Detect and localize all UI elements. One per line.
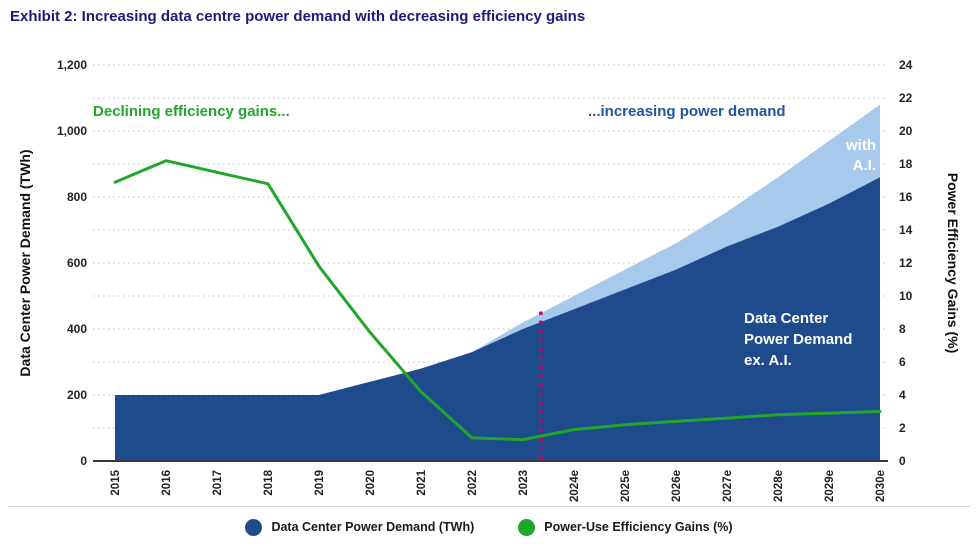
x-tick-label: 2015 xyxy=(110,469,122,495)
legend-marker-power-demand-icon xyxy=(245,518,263,536)
legend: Data Center Power Demand (TWh) Power-Use… xyxy=(0,512,978,542)
x-tick-label: 2016 xyxy=(161,470,173,496)
legend-label-efficiency: Power-Use Efficiency Gains (%) xyxy=(544,520,733,534)
y-right-tick-label: 18 xyxy=(899,157,913,171)
x-tick-label: 2020 xyxy=(365,470,377,496)
y-left-tick-label: 400 xyxy=(67,322,87,336)
legend-divider xyxy=(8,506,970,507)
x-tick-label: 2017 xyxy=(212,470,224,496)
x-tick-label: 2029e xyxy=(824,470,836,502)
y-right-tick-label: 6 xyxy=(899,355,906,369)
x-tick-label: 2018 xyxy=(263,469,275,495)
y-left-tick-label: 1,000 xyxy=(57,124,87,138)
y-right-tick-label: 24 xyxy=(899,58,913,72)
y-left-tick-label: 600 xyxy=(67,256,87,270)
legend-item-power-demand: Data Center Power Demand (TWh) xyxy=(245,518,475,536)
y-left-tick-label: 1,200 xyxy=(57,58,87,72)
x-tick-label: 2025e xyxy=(620,470,632,502)
y-right-tick-label: 0 xyxy=(899,454,906,468)
areas xyxy=(115,104,880,461)
x-tick-label: 2021 xyxy=(416,469,428,495)
y-right-tick-label: 16 xyxy=(899,190,913,204)
line-power-use-efficiency-gains xyxy=(113,159,882,442)
x-tick-label: 2022 xyxy=(467,470,479,496)
area-data-center-power-demand-ex-a-i-twh xyxy=(115,177,880,461)
y-right-tick-label: 22 xyxy=(899,91,913,105)
y-right-tick-label: 4 xyxy=(899,388,906,402)
y-right-tick-label: 14 xyxy=(899,223,913,237)
line-series xyxy=(113,159,882,442)
annotation-ex-ai: Data Center Power Demand ex. A.I. xyxy=(744,310,853,369)
annotation-declining-efficiency: Declining efficiency gains... xyxy=(93,103,290,120)
x-tick-label: 2023 xyxy=(518,470,530,496)
y-left-axis-title: Data Center Power Demand (TWh) xyxy=(17,149,33,376)
x-tick-label: 2019 xyxy=(314,470,326,496)
y-left-tick-label: 800 xyxy=(67,190,87,204)
y-left-tick-label: 200 xyxy=(67,388,87,402)
y-right-tick-label: 20 xyxy=(899,124,913,138)
y-right-tick-label: 10 xyxy=(899,289,913,303)
annotation-increasing-demand: ...increasing power demand xyxy=(588,103,786,120)
x-tick-labels: 2015 2016 2017 2018 2019 2020 2021 2022 2023 2024… xyxy=(110,469,887,502)
y-right-tick-label: 12 xyxy=(899,256,913,270)
legend-item-efficiency: Power-Use Efficiency Gains (%) xyxy=(518,518,733,536)
x-tick-label: 2026e xyxy=(671,470,683,502)
annotation-with-ai: with A.I. xyxy=(846,137,876,175)
x-tick-label: 2027e xyxy=(722,470,734,502)
y-left-tick-labels: 0 200 400 600 800 1,000 1,200 xyxy=(57,58,87,468)
legend-marker-efficiency-icon xyxy=(518,518,536,536)
x-tick-label: 2024e xyxy=(569,470,581,502)
y-left-tick-label: 0 xyxy=(80,454,87,468)
y-right-tick-label: 2 xyxy=(899,421,906,435)
x-tick-label: 2028e xyxy=(773,470,785,502)
y-right-axis-title: Power Efficiency Gains (%) xyxy=(945,173,961,354)
page-title: Exhibit 2: Increasing data centre power … xyxy=(10,8,586,25)
x-tick-label: 2030e xyxy=(875,470,887,502)
y-right-tick-label: 8 xyxy=(899,322,906,336)
legend-label-power-demand: Data Center Power Demand (TWh) xyxy=(271,520,475,534)
